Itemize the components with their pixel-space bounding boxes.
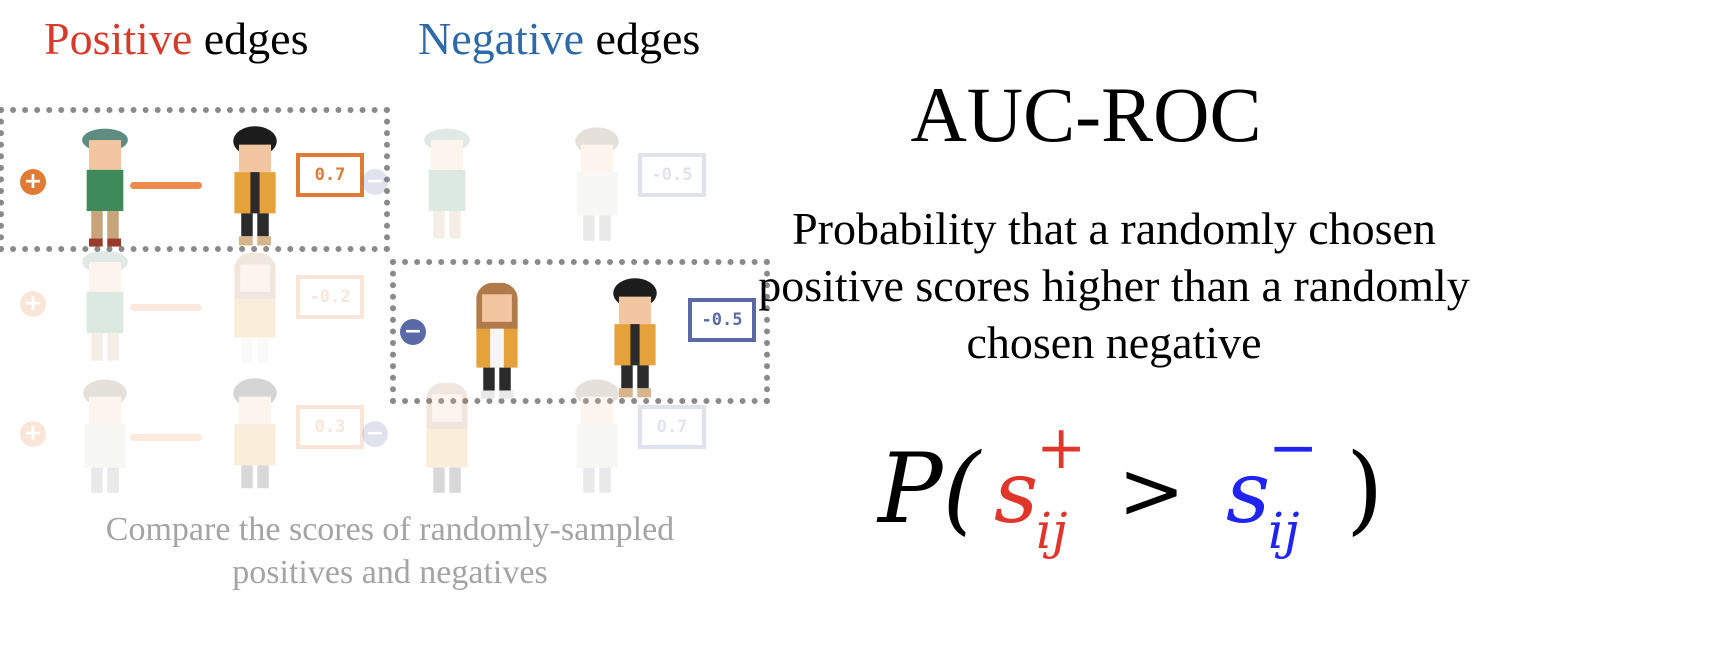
- minus-icon: −: [362, 169, 388, 195]
- formula-prefix: P(: [876, 433, 983, 545]
- boy-coat-character-icon: [562, 124, 632, 250]
- formula-positive-sub: ij: [1036, 502, 1068, 560]
- score-box: 0.7: [638, 405, 706, 449]
- boy-coat-character-icon: [562, 376, 632, 502]
- boy-coat-character-icon: [70, 376, 140, 502]
- edge-link: [130, 182, 202, 189]
- negative-word: Negative: [418, 13, 585, 64]
- formula-suffix: ): [1346, 433, 1383, 545]
- formula-positive-sup: +: [1036, 420, 1086, 483]
- positive-edge-row-1: + 0.7: [0, 107, 390, 252]
- negative-heading-rest: edges: [584, 13, 701, 64]
- plus-icon: +: [20, 169, 46, 195]
- negative-edge-row-1: − -0.5: [362, 110, 732, 250]
- negative-edge-row-3: − 0.7: [362, 362, 732, 502]
- minus-icon: −: [400, 319, 426, 345]
- minus-icon: −: [362, 421, 388, 447]
- score-box: -0.2: [296, 275, 364, 319]
- positive-heading-rest: edges: [192, 13, 309, 64]
- positive-edge-row-2: + -0.2: [20, 232, 390, 372]
- score-box: -0.5: [688, 298, 756, 342]
- formula-negative-sup: −: [1268, 420, 1318, 483]
- boy-cap-character-icon: [70, 124, 140, 250]
- formula-positive-var: s: [994, 443, 1038, 543]
- positive-edges-heading: Positive edges: [44, 12, 309, 65]
- positive-edge-row-3: + 0.3: [20, 362, 390, 502]
- boy-cap-character-icon: [70, 246, 140, 372]
- auc-formula: P( s + ij > s − ij ): [868, 413, 1408, 560]
- plus-icon: +: [20, 291, 46, 317]
- edge-link: [130, 304, 202, 311]
- boy-cap-character-icon: [412, 124, 482, 250]
- girl-character-icon: [220, 246, 290, 372]
- positive-word: Positive: [44, 13, 193, 64]
- negative-edges-heading: Negative edges: [418, 12, 700, 65]
- edge-link: [130, 434, 202, 441]
- formula-operator: >: [1118, 444, 1185, 537]
- caption: Compare the scores of randomly-sampled p…: [105, 511, 675, 591]
- boy-jacket-character-icon: [220, 124, 290, 250]
- plus-icon: +: [20, 421, 46, 447]
- score-box: 0.3: [296, 405, 364, 449]
- boy-jacket-character-icon: [220, 376, 290, 502]
- girl-character-icon: [412, 376, 482, 502]
- formula-negative-sub: ij: [1268, 502, 1300, 560]
- negative-edge-row-2: − -0.5: [390, 259, 770, 404]
- girl-character-icon: [462, 276, 532, 402]
- page-title: AUC-ROC: [910, 71, 1262, 158]
- score-box: 0.7: [296, 153, 364, 197]
- boy-jacket-character-icon: [600, 276, 670, 402]
- score-box: -0.5: [638, 153, 706, 197]
- auc-definition: Probability that a randomly chosen posit…: [758, 203, 1470, 368]
- formula-negative-var: s: [1226, 443, 1270, 543]
